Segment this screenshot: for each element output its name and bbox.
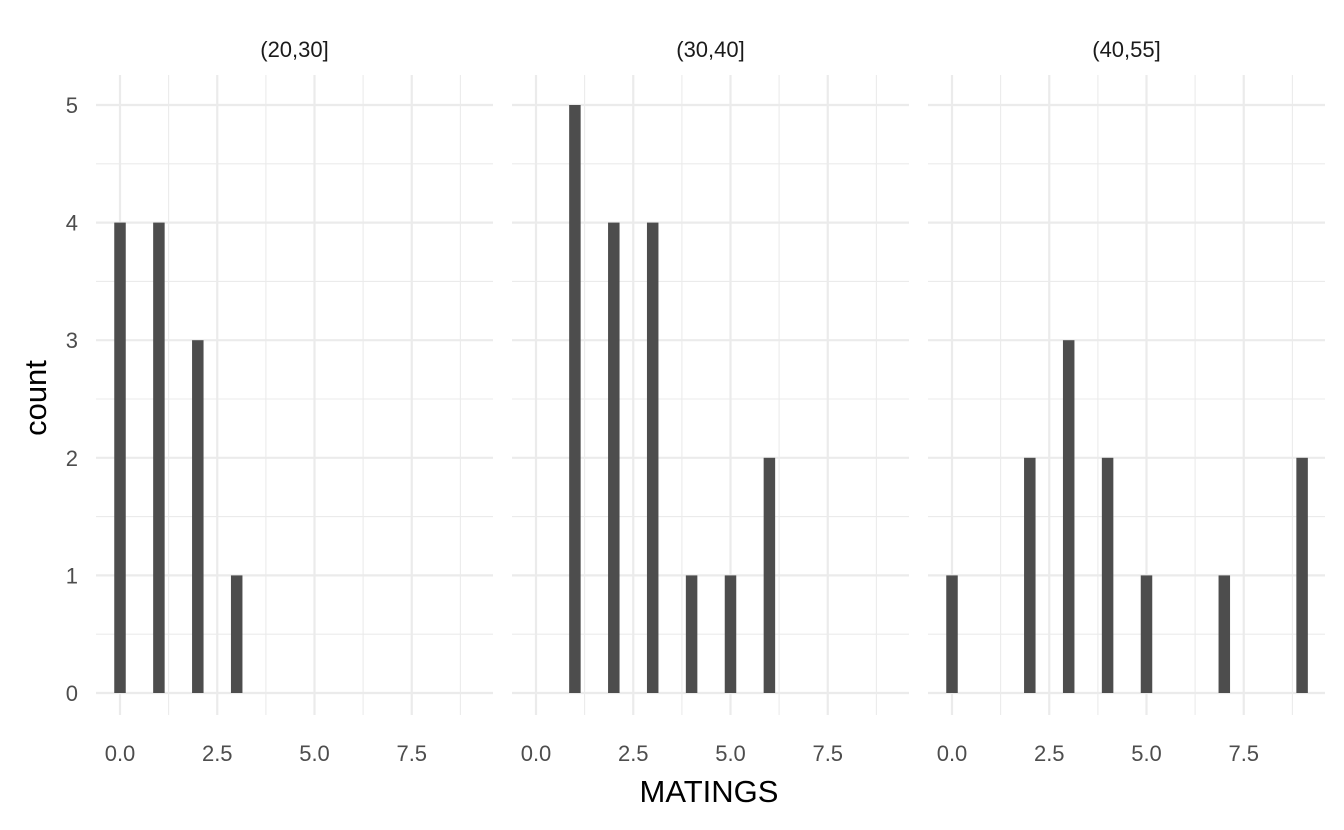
y-tick-label: 5 — [66, 93, 78, 118]
histogram-bar — [1062, 340, 1075, 693]
histogram-bar — [1140, 575, 1153, 693]
x-tick-label: 7.5 — [812, 741, 843, 766]
histogram-bar — [1296, 457, 1308, 693]
x-tick-label: 7.5 — [396, 741, 427, 766]
x-tick-label: 0.0 — [521, 741, 552, 766]
facet-panel: 0.0 2.5 5.0 7.5 (30,40] — [512, 37, 909, 766]
x-axis-title: MATINGS — [640, 774, 779, 809]
x-tick-label: 0.0 — [937, 741, 968, 766]
histogram-bar — [1218, 575, 1231, 693]
histogram-bar — [685, 575, 698, 693]
facet-panels: 0.0 2.5 5.0 7.5(20,30]0.0 2.5 5.0 7.5(30,40]0.… — [96, 37, 1325, 766]
histogram-bar — [763, 457, 776, 693]
histogram-bar — [192, 340, 204, 693]
facet-strip-label: (20,30] — [260, 37, 329, 62]
histogram-bar — [114, 222, 126, 693]
histogram-bar — [724, 575, 737, 693]
y-tick-label: 0 — [66, 681, 78, 706]
facet-panel: 0.0 2.5 5.0 7.5 (20,30] — [96, 37, 493, 766]
x-tick-label: 5.0 — [299, 741, 330, 766]
histogram-bar — [230, 575, 243, 693]
histogram-bar — [1024, 457, 1036, 693]
x-tick-label: 5.0 — [715, 741, 746, 766]
histogram-bar — [1101, 457, 1114, 693]
y-axis-title: count — [18, 360, 53, 436]
histogram-bar — [646, 222, 659, 693]
x-tick-label: 2.5 — [618, 741, 649, 766]
y-axis-ticks: 0 1 2 3 4 5 — [66, 93, 78, 706]
histogram-bar — [608, 222, 620, 693]
x-tick-label: 2.5 — [202, 741, 233, 766]
facet-panel: 0.0 2.5 5.0 7.5 (40,55] — [928, 37, 1325, 766]
x-tick-label: 2.5 — [1034, 741, 1065, 766]
histogram-bar — [153, 222, 165, 693]
y-tick-label: 2 — [66, 446, 78, 471]
y-tick-label: 3 — [66, 328, 78, 353]
facet-strip-label: (40,55] — [1092, 37, 1161, 62]
histogram-bar — [569, 105, 581, 693]
x-tick-label: 0.0 — [105, 741, 136, 766]
x-tick-label: 7.5 — [1228, 741, 1259, 766]
histogram-bar — [946, 575, 958, 693]
x-tick-label: 5.0 — [1131, 741, 1162, 766]
y-tick-label: 1 — [66, 563, 78, 588]
y-tick-label: 4 — [66, 211, 78, 236]
facet-strip-label: (30,40] — [676, 37, 745, 62]
